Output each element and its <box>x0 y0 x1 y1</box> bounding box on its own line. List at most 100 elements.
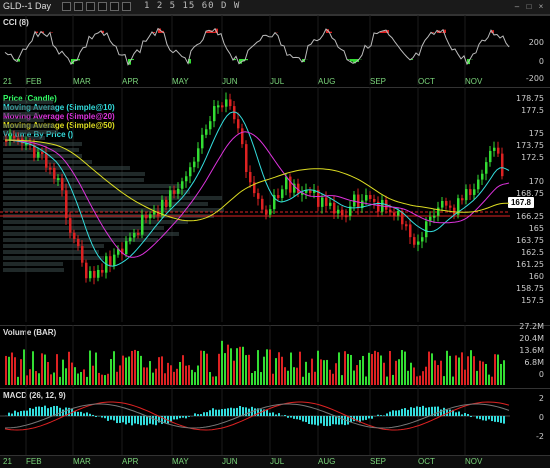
volume-bar <box>239 347 241 385</box>
candle-body <box>257 193 260 199</box>
macd-histogram-bar <box>89 414 91 416</box>
volume-bar <box>434 360 436 385</box>
volume-by-price-bar <box>3 262 63 266</box>
candle-body <box>53 168 56 179</box>
macd-histogram-bar <box>293 416 295 419</box>
volume-bar <box>5 356 7 385</box>
volume-bar <box>320 359 322 385</box>
volume-bar <box>59 377 61 385</box>
volume-bar <box>425 367 427 385</box>
volume-bar <box>212 377 214 385</box>
volume-bar <box>119 365 121 385</box>
volume-bar <box>323 360 325 385</box>
macd-histogram-bar <box>386 413 388 416</box>
volume-bar <box>182 355 184 385</box>
volume-bar <box>386 377 388 385</box>
volume-bar <box>230 348 232 385</box>
volume-bar <box>359 360 361 385</box>
volume-bar <box>278 352 280 385</box>
macd-histogram-bar <box>467 414 469 416</box>
volume-bar <box>377 352 379 385</box>
macd-histogram-bar <box>41 407 43 416</box>
macd-histogram-bar <box>11 414 13 416</box>
volume-bar <box>470 350 472 385</box>
macd-histogram-bar <box>131 416 133 425</box>
volume-bar <box>353 371 355 385</box>
volume-bar <box>329 370 331 385</box>
candle-body <box>57 178 60 180</box>
candle-body <box>421 237 424 241</box>
volume-bar <box>47 362 49 385</box>
macd-histogram-bar <box>179 416 181 418</box>
macd-histogram-bar <box>287 416 289 418</box>
macd-histogram-bar <box>305 416 307 422</box>
volume-bar <box>308 373 310 385</box>
volume-bar <box>140 356 142 385</box>
volume-by-price-bar <box>3 166 130 170</box>
volume-bar <box>482 362 484 385</box>
candle-body <box>77 239 80 246</box>
candle-body <box>485 162 488 174</box>
candle-body <box>125 241 128 254</box>
candle-body <box>213 106 216 121</box>
macd-histogram-bar <box>206 412 208 416</box>
volume-bar <box>458 358 460 385</box>
macd-histogram-bar <box>26 411 28 416</box>
volume-by-price-bar <box>3 130 58 134</box>
macd-histogram-bar <box>284 415 286 416</box>
macd-histogram-bar <box>236 408 238 416</box>
macd-histogram-bar <box>320 416 322 423</box>
macd-histogram-bar <box>395 411 397 416</box>
volume-bar <box>191 370 193 385</box>
volume-bar <box>299 352 301 385</box>
volume-bar <box>419 376 421 385</box>
volume-by-price-bar <box>3 256 104 260</box>
volume-bar <box>56 354 58 385</box>
volume-bar <box>23 349 25 385</box>
macd-histogram-bar <box>401 409 403 416</box>
volume-bar <box>146 367 148 385</box>
candle-body <box>209 121 212 129</box>
volume-bar <box>503 360 505 385</box>
macd-histogram-bar <box>341 416 343 424</box>
volume-bar <box>86 377 88 385</box>
volume-bar <box>80 372 82 385</box>
volume-by-price-bar <box>3 250 99 254</box>
volume-bar <box>290 353 292 385</box>
volume-bar <box>194 372 196 385</box>
volume-bar <box>440 361 442 385</box>
candle-body <box>453 208 456 215</box>
volume-by-price-bar <box>3 100 53 104</box>
volume-bar <box>95 353 97 385</box>
volume-bar <box>68 352 70 385</box>
volume-bar <box>233 361 235 385</box>
macd-histogram-bar <box>50 407 52 416</box>
candle-body <box>165 200 168 207</box>
volume-bar <box>401 350 403 385</box>
candle-body <box>193 162 196 168</box>
macd-histogram-bar <box>416 406 418 416</box>
candle-body <box>329 203 332 206</box>
candle-body <box>197 148 200 161</box>
volume-bar <box>422 371 424 385</box>
macd-histogram-bar <box>410 407 412 416</box>
volume-bar <box>101 375 103 385</box>
candle-body <box>237 119 240 128</box>
volume-bar <box>155 369 157 385</box>
volume-bar <box>251 373 253 385</box>
volume-bar <box>314 372 316 385</box>
candle-body <box>473 189 476 195</box>
volume-bar <box>371 354 373 385</box>
volume-bar <box>326 360 328 385</box>
candle-body <box>265 210 268 215</box>
candle-body <box>449 206 452 208</box>
volume-bar <box>452 377 454 385</box>
macd-histogram-bar <box>296 416 298 419</box>
ma10-line <box>5 112 509 266</box>
volume-by-price-bar <box>3 184 182 188</box>
volume-bar <box>266 349 268 385</box>
macd-histogram-bar <box>494 416 496 422</box>
volume-bar <box>392 375 394 385</box>
candle-body <box>85 263 88 279</box>
